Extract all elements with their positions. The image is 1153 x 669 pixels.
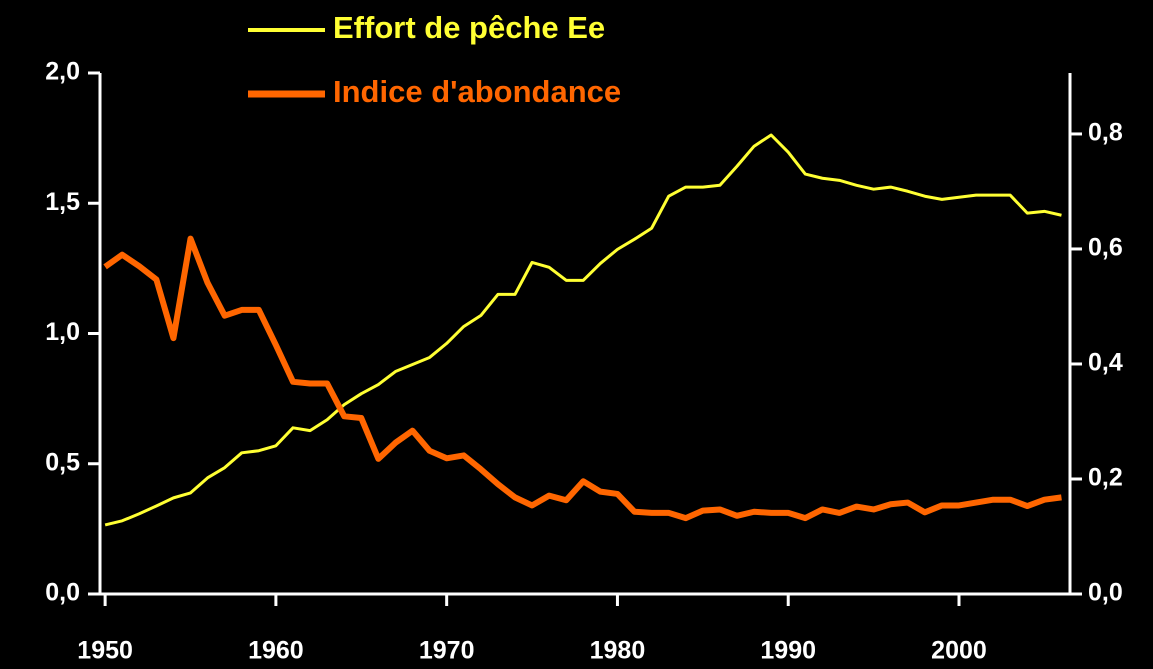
- y2-tick-label: 0,4: [1088, 349, 1123, 377]
- legend-label: Indice d'abondance: [333, 74, 621, 109]
- y-tick-label: 2,0: [45, 58, 80, 86]
- x-tick-label: 1950: [77, 637, 133, 665]
- x-tick-label: 1960: [248, 637, 304, 665]
- line: [103, 235, 1062, 522]
- x-tick-label: 1980: [590, 637, 646, 665]
- x-tick-label: 2000: [931, 637, 987, 665]
- legend-label: Effort de pêche Ee: [333, 10, 605, 45]
- y-tick-label: 1,0: [45, 318, 80, 346]
- y2-tick-label: 0,2: [1088, 464, 1123, 492]
- y-tick-label: 1,5: [45, 188, 80, 216]
- y-tick-label: 0,0: [45, 579, 80, 607]
- x-tick-label: 1970: [419, 637, 475, 665]
- y2-tick-label: 0,6: [1088, 234, 1123, 262]
- y-tick-label: 0,5: [45, 448, 80, 476]
- x-tick-label: 1990: [760, 637, 816, 665]
- y2-tick-label: 0,0: [1088, 579, 1123, 607]
- y2-tick-label: 0,8: [1088, 119, 1123, 147]
- line: [104, 133, 1062, 527]
